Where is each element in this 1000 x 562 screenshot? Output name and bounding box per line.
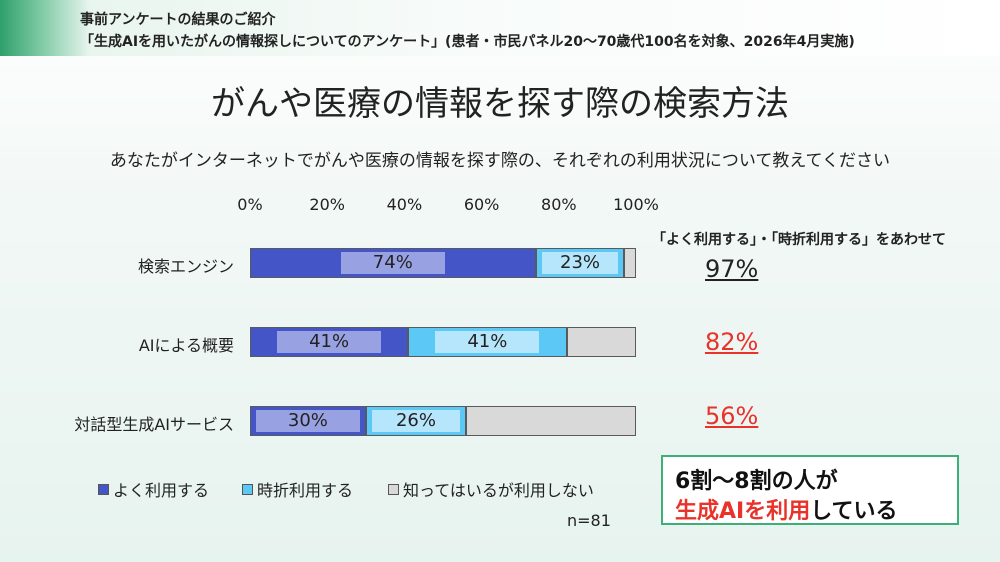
combined-total: 97% [705, 255, 759, 283]
callout-rest: している [810, 499, 898, 524]
combined-total: 82% [705, 328, 759, 356]
survey-question: あなたがインターネットでがんや医療の情報を探す際の、それぞれの利用状況について教… [109, 151, 891, 171]
category-label: 検索エンジン [137, 257, 234, 276]
header-bar [0, 0, 1000, 56]
x-tick-label: 0% [237, 195, 263, 214]
legend-swatch-sometimes [242, 483, 253, 495]
data-label-often: 41% [277, 331, 382, 353]
data-label-sometimes: 26% [371, 410, 461, 432]
legend-label-often: よく利用する [113, 481, 210, 500]
legend-item-not-used: 知ってはいるが利用しない [388, 477, 594, 501]
bar-segment-not-used [466, 406, 636, 436]
data-label-sometimes: 41% [435, 331, 540, 353]
bar-segment-not-used [624, 248, 636, 278]
callout-line2: 生成AIを利用している [675, 493, 898, 525]
data-label-often: 74% [340, 252, 445, 274]
combined-total: 56% [705, 402, 759, 430]
legend-item-sometimes: 時折利用する [242, 477, 353, 501]
legend-swatch-often [98, 483, 109, 495]
callout-line1: 6割～8割の人が [675, 469, 838, 494]
legend-label-sometimes: 時折利用する [257, 481, 354, 500]
x-tick-label: 60% [463, 195, 500, 214]
header-line2: 「生成AIを用いたがんの情報探しについてのアンケート」(患者・市民パネル20～7… [80, 34, 855, 50]
page-title: がんや医療の情報を探す際の検索方法 [211, 84, 789, 124]
x-tick-label: 100% [613, 195, 659, 214]
x-tick-label: 80% [541, 195, 577, 214]
data-label-often: 30% [256, 410, 360, 432]
legend-item-often: よく利用する [98, 477, 209, 501]
bar-segment-not-used [566, 327, 636, 357]
data-label-sometimes: 23% [541, 252, 619, 274]
sample-size-note: n=81 [567, 511, 611, 530]
x-tick-label: 40% [386, 195, 423, 214]
callout-box: 6割～8割の人が 生成AIを利用している [661, 455, 959, 525]
legend-label-not-used: 知ってはいるが利用しない [403, 481, 594, 500]
category-label: 対話型生成AIサービス [74, 415, 234, 434]
callout-highlight: 生成AIを利用 [675, 499, 811, 524]
header-line1: 事前アンケートの結果のご紹介 [80, 12, 276, 28]
combined-note: 「よく利用する」・「時折利用する」をあわせて [652, 232, 946, 248]
x-tick-label: 20% [309, 195, 345, 214]
legend-swatch-not-used [388, 483, 399, 495]
category-label: AIによる概要 [138, 336, 234, 355]
